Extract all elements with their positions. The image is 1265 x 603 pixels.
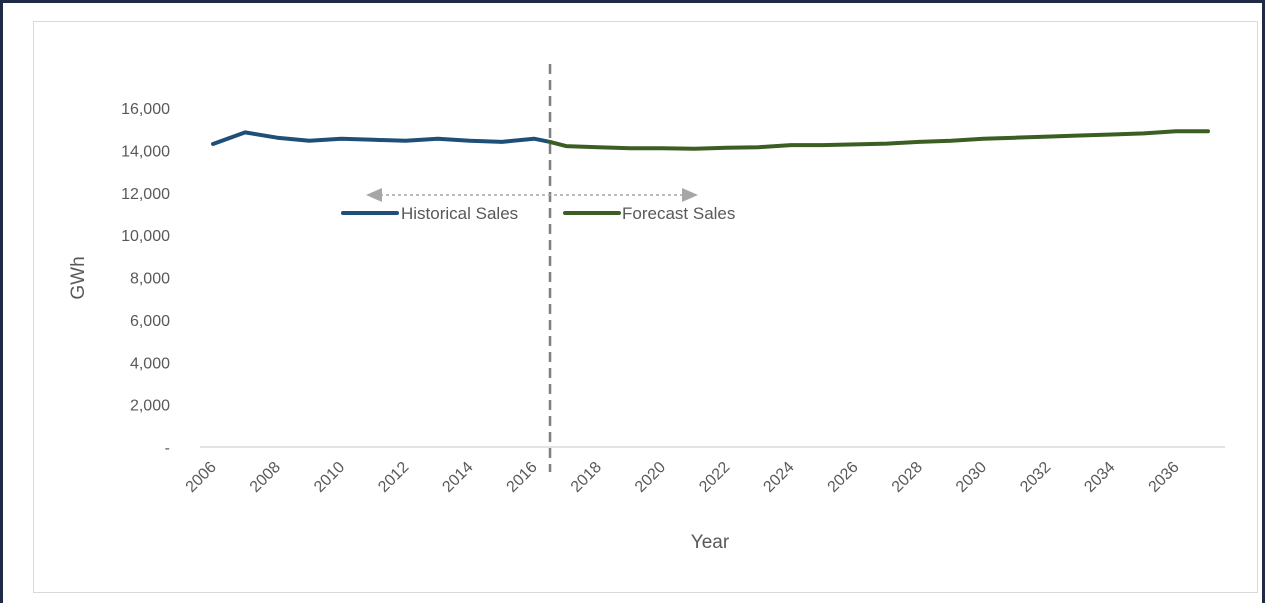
chart-area <box>33 21 1258 593</box>
x-tick-label: 2028 <box>889 459 926 496</box>
arrow-left-head <box>366 188 382 202</box>
x-tick-label: 2032 <box>1017 459 1054 496</box>
x-tick-label: 2034 <box>1081 459 1118 496</box>
y-tick-label: 12,000 <box>121 186 170 203</box>
y-tick-label: 10,000 <box>121 228 170 245</box>
x-tick-label: 2024 <box>760 459 797 496</box>
y-axis: - 2,000 4,000 6,000 8,000 10,000 12,000 14,000 1… <box>121 101 170 457</box>
x-tick-label: 2010 <box>311 459 348 496</box>
x-tick-label: 2030 <box>953 459 990 496</box>
x-axis-title: Year <box>691 532 730 553</box>
y-tick-label: 8,000 <box>130 271 170 288</box>
y-tick-label: 4,000 <box>130 355 170 372</box>
x-tick-label: 2014 <box>439 459 476 496</box>
legend-label: Forecast Sales <box>622 204 735 223</box>
x-tick-label: 2022 <box>696 459 733 496</box>
series-group <box>211 129 1210 151</box>
x-tick-label: 2016 <box>504 459 541 496</box>
x-tick-label: 2020 <box>632 459 669 496</box>
x-tick-label: 2012 <box>375 459 412 496</box>
x-tick-label: 2026 <box>825 459 862 496</box>
arrow-right-head <box>682 188 698 202</box>
legend-label: Historical Sales <box>401 204 518 223</box>
x-tick-label: 2008 <box>247 459 284 496</box>
timeline-arrow <box>366 188 698 202</box>
x-tick-label: 2006 <box>183 459 220 496</box>
x-axis: 2006 2008 2010 2012 2014 2016 2018 2020 2022 2024… <box>183 459 1183 496</box>
y-tick-label: 6,000 <box>130 313 170 330</box>
y-tick-label: 16,000 <box>121 101 170 118</box>
y-tick-label: 14,000 <box>121 143 170 160</box>
series-line-historical <box>211 130 552 146</box>
y-tick-label: 2,000 <box>130 398 170 415</box>
x-tick-label: 2036 <box>1146 459 1183 496</box>
legend: Historical Sales Forecast Sales <box>341 204 735 223</box>
y-tick-label: - <box>165 440 170 457</box>
x-tick-label: 2018 <box>568 459 605 496</box>
series-line-forecast <box>548 129 1210 151</box>
y-axis-title: GWh <box>68 256 89 299</box>
